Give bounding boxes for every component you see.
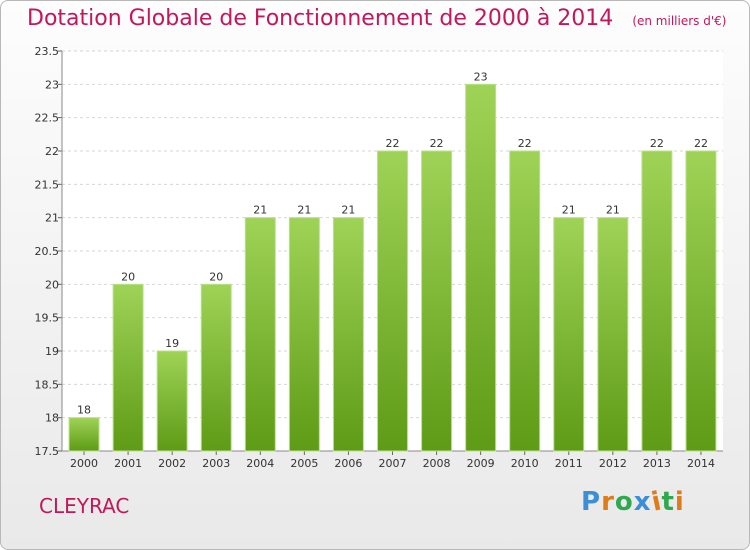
bar-2006 — [332, 217, 364, 452]
proxiti-logo[interactable]: Proxiti — [581, 486, 685, 517]
data-label-2004: 21 — [253, 204, 267, 217]
data-label-2000: 18 — [77, 404, 91, 417]
logo-letter: P — [581, 487, 602, 517]
data-label-2005: 21 — [297, 204, 311, 217]
bars — [68, 83, 717, 452]
y-tick-label: 20 — [45, 278, 59, 291]
logo-letter: i — [674, 487, 685, 517]
x-tick-labels: 2000 2001 2002 2003 2004 2005 2006 2007 2008 2009… — [70, 457, 715, 470]
y-tick-label: 21 — [45, 212, 59, 225]
x-tick-label-2004: 2004 — [246, 457, 274, 470]
data-label-2008: 22 — [430, 137, 444, 150]
data-label-2009: 23 — [474, 70, 488, 83]
data-label-2002: 19 — [165, 337, 179, 350]
y-tick-label: 18.5 — [35, 378, 60, 391]
data-label-2014: 22 — [694, 137, 708, 150]
y-tick-label: 17.5 — [35, 445, 60, 458]
x-tick-label-2012: 2012 — [599, 457, 627, 470]
logo-letter: o — [614, 487, 634, 517]
bar-2008 — [421, 150, 453, 452]
y-tick-label: 20.5 — [35, 245, 60, 258]
data-label-2013: 22 — [650, 137, 664, 150]
chart-subtitle: (en milliers d'€) — [632, 14, 727, 28]
bar-2004 — [244, 217, 276, 452]
data-label-2007: 22 — [386, 137, 400, 150]
bar-2005 — [288, 217, 320, 452]
bar-2009 — [465, 83, 497, 452]
y-tick-label: 21.5 — [35, 178, 60, 191]
bar-2014 — [685, 150, 717, 452]
chart-title-block: Dotation Globale de Fonctionnement de 20… — [27, 6, 726, 31]
bar-2003 — [200, 283, 232, 452]
bar-2000 — [68, 417, 100, 452]
data-label-2001: 20 — [121, 270, 135, 283]
y-tick-label: 22.5 — [35, 112, 60, 125]
bar-2007 — [377, 150, 408, 452]
y-tick-label: 22 — [45, 145, 59, 158]
logo-letter: x — [633, 487, 652, 517]
x-tick-label-2008: 2008 — [423, 457, 451, 470]
y-tick-label: 18 — [45, 412, 59, 425]
y-tick-label: 19 — [45, 345, 59, 358]
bar-2002 — [156, 350, 188, 452]
x-tick-label-2003: 2003 — [202, 457, 230, 470]
data-label-2006: 21 — [341, 204, 355, 217]
bar-2012 — [597, 217, 629, 452]
y-tick-labels: 17.5 18 18.5 19 19.5 20 20.5 21 21.5 22 22.5 23 23.5 — [35, 45, 60, 458]
x-tick-label-2002: 2002 — [158, 457, 186, 470]
bar-chart: 18 20 19 20 21 21 21 22 22 23 22 21 21 22 22 17.5 18 18.… — [35, 45, 723, 470]
x-tick-label-2011: 2011 — [555, 457, 583, 470]
bar-2001 — [112, 283, 144, 452]
logo-letter: t — [661, 487, 675, 517]
data-label-2011: 21 — [562, 204, 576, 217]
chart-title: Dotation Globale de Fonctionnement de 20… — [27, 6, 614, 31]
x-tick-label-2009: 2009 — [467, 457, 495, 470]
y-tick-label: 23.5 — [35, 45, 60, 58]
y-tick-label: 19.5 — [35, 312, 60, 325]
data-label-2012: 21 — [606, 204, 620, 217]
x-tick-label-2001: 2001 — [114, 457, 142, 470]
data-label-2003: 20 — [209, 270, 223, 283]
x-tick-label-2000: 2000 — [70, 457, 98, 470]
x-tick-label-2010: 2010 — [511, 457, 539, 470]
x-tick-label-2006: 2006 — [334, 457, 362, 470]
bar-2011 — [553, 217, 585, 452]
data-label-2010: 22 — [518, 137, 532, 150]
x-tick-label-2005: 2005 — [290, 457, 318, 470]
commune-name: CLEYRAC — [39, 494, 130, 518]
logo-letter: r — [601, 487, 615, 517]
x-tick-label-2014: 2014 — [687, 457, 715, 470]
bar-2013 — [641, 150, 673, 452]
x-tick-label-2007: 2007 — [379, 457, 407, 470]
x-tick-label-2013: 2013 — [643, 457, 671, 470]
bar-2010 — [509, 150, 541, 452]
y-tick-label: 23 — [45, 78, 59, 91]
data-labels: 18 20 19 20 21 21 21 22 22 23 22 21 21 22 22 — [77, 70, 708, 416]
